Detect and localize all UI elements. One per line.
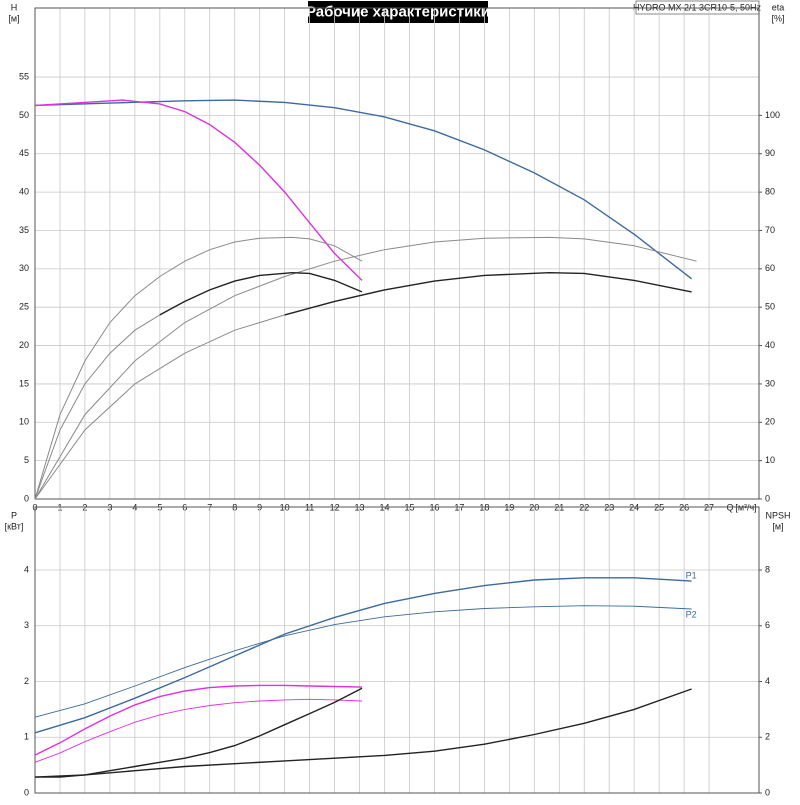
series-line (34, 99, 363, 281)
y2-tick-label: 0 (765, 787, 770, 797)
y2-tick-label: 50 (765, 302, 775, 312)
series-label: P2 (686, 609, 697, 619)
title: Рабочие характеристики (306, 3, 490, 20)
plot-frame (34, 7, 760, 500)
y2-tick-label: 100 (765, 110, 780, 120)
y2-tick-label: 30 (765, 378, 775, 388)
y-tick-label: 1 (24, 732, 29, 742)
y-tick-label: 25 (19, 302, 29, 312)
series-line (34, 688, 692, 778)
y2-tick-label: 20 (765, 417, 775, 427)
y-axis-unit: [кВт] (5, 521, 24, 531)
y2-tick-label: 2 (765, 732, 770, 742)
y2-tick-label: 8 (765, 564, 770, 574)
series-line (284, 271, 692, 316)
y-tick-label: 15 (19, 378, 29, 388)
y2-tick-label: 90 (765, 148, 775, 158)
series-line (34, 99, 693, 280)
series-line (34, 684, 363, 756)
y-tick-label: 50 (19, 110, 29, 120)
y-tick-label: 2 (24, 676, 29, 686)
y2-tick-label: 70 (765, 225, 775, 235)
model: HYDRO MX 2/1 3CR10-5, 50Hz (633, 2, 762, 12)
y-tick-label: 30 (19, 263, 29, 273)
y2-axis-label: NPSH (765, 510, 790, 520)
y-axis-label: P (11, 510, 17, 520)
y2-tick-label: 0 (765, 493, 770, 503)
y2-tick-label: 40 (765, 340, 775, 350)
series-line (34, 314, 161, 500)
y-tick-label: 40 (19, 187, 29, 197)
y2-tick-label: 60 (765, 263, 775, 273)
y-tick-label: 45 (19, 148, 29, 158)
series-line (34, 605, 692, 718)
y-tick-label: 20 (19, 340, 29, 350)
y2-tick-label: 6 (765, 620, 770, 630)
plot-frame (34, 506, 760, 794)
series-line (34, 236, 697, 500)
y-tick-label: 55 (19, 71, 29, 81)
y2-axis-unit: [м] (772, 521, 783, 531)
y2-tick-label: 80 (765, 187, 775, 197)
series-line (34, 314, 285, 500)
series-line (35, 687, 363, 778)
y2-tick-label: 10 (765, 455, 775, 465)
y-tick-label: 4 (24, 564, 29, 574)
y-axis-unit: [м] (8, 13, 19, 23)
series-line (34, 577, 692, 734)
y2-axis-label: eta (772, 2, 785, 12)
y-tick-label: 0 (24, 493, 29, 503)
y-axis-label: H (11, 2, 18, 12)
y-tick-label: 35 (19, 225, 29, 235)
title-box (308, 1, 488, 23)
series-label: P1 (686, 571, 697, 581)
series-line (159, 271, 363, 316)
series-line (34, 698, 363, 763)
y-tick-label: 3 (24, 620, 29, 630)
y-tick-label: 5 (24, 455, 29, 465)
series-line (34, 236, 363, 500)
y-tick-label: 0 (24, 787, 29, 797)
y2-tick-label: 4 (765, 676, 770, 686)
y2-axis-unit: [%] (771, 13, 784, 23)
y-tick-label: 10 (19, 417, 29, 427)
